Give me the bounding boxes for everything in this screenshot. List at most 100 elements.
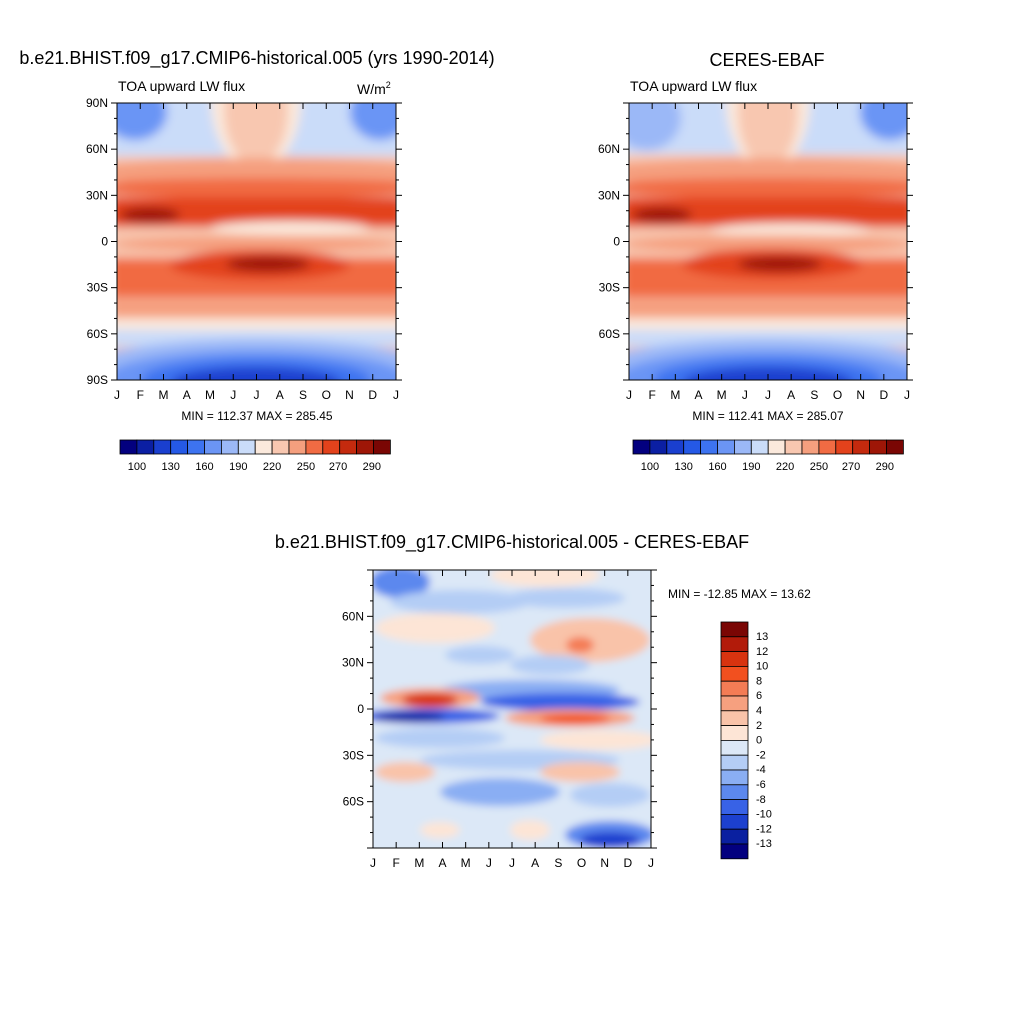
colorbar-label: 130 <box>162 461 180 473</box>
x-tick-label: M <box>717 388 727 402</box>
colorbar-box <box>720 740 749 756</box>
colorbar-box <box>683 439 702 455</box>
colorbar-box <box>220 439 239 455</box>
x-tick-label: J <box>904 388 910 402</box>
colorbar-box <box>322 439 341 455</box>
obs-stats-label: MIN = 112.41 MAX = 285.07 <box>692 409 844 423</box>
x-tick-label: J <box>393 388 399 402</box>
colorbar-label: 220 <box>776 461 794 473</box>
colorbar-box <box>700 439 718 455</box>
colorbar-box <box>720 636 749 652</box>
y-tick-label: 60S <box>343 795 364 809</box>
colorbar-box <box>784 439 803 455</box>
y-tick-label: 30S <box>599 281 620 295</box>
obs-panel-variable-label: TOA upward LW flux <box>630 78 757 94</box>
difference-colorbar: 13 12 10 8 6 4 2 0 -2 -4 -6 -8 -10 -12 -13 <box>720 621 772 860</box>
colorbar-box <box>852 439 871 455</box>
obs-panel-title: CERES-EBAF <box>709 50 824 70</box>
colorbar-box <box>750 439 769 455</box>
colorbar-label: 270 <box>842 461 860 473</box>
x-tick-label: S <box>299 388 307 402</box>
colorbar-label: -12 <box>756 823 772 835</box>
y-tick-label: 0 <box>101 235 108 249</box>
colorbar-box <box>153 439 172 455</box>
x-tick-label: M <box>159 388 169 402</box>
x-tick-label: A <box>531 856 539 870</box>
units-base: W/m <box>357 81 386 97</box>
x-tick-label: F <box>137 388 144 402</box>
x-tick-label: A <box>694 388 702 402</box>
colorbar-label: 250 <box>810 461 828 473</box>
colorbar-box <box>869 439 887 455</box>
x-tick-label: A <box>276 388 284 402</box>
colorbar-label: 13 <box>756 631 768 643</box>
y-tick-label: 60N <box>598 142 620 156</box>
x-tick-label: J <box>626 388 632 402</box>
colorbar-box <box>720 680 749 697</box>
colorbar-box <box>666 439 685 455</box>
x-tick-label: F <box>648 388 655 402</box>
x-tick-label: J <box>765 388 771 402</box>
x-tick-label: S <box>554 856 562 870</box>
colorbar-label: 2 <box>756 720 762 732</box>
colorbar-box <box>720 651 749 667</box>
y-tick-label: 60N <box>86 142 108 156</box>
colorbar-label: 270 <box>329 461 347 473</box>
colorbar-box <box>720 754 749 771</box>
x-tick-label: N <box>856 388 865 402</box>
colorbar-label: -13 <box>756 838 772 850</box>
colorbar-label: 290 <box>876 461 894 473</box>
x-tick-label: N <box>600 856 609 870</box>
colorbar-box <box>734 439 752 455</box>
colorbar-box <box>187 439 205 455</box>
colorbar-box <box>720 784 749 800</box>
x-tick-label: J <box>370 856 376 870</box>
y-tick-label: 30N <box>342 656 364 670</box>
colorbar-label: 130 <box>675 461 693 473</box>
x-tick-label: J <box>230 388 236 402</box>
colorbar-label: 100 <box>641 461 659 473</box>
colorbar-label: 160 <box>195 461 213 473</box>
model-panel-variable-label: TOA upward LW flux <box>118 78 245 94</box>
units-superscript: 2 <box>386 80 391 90</box>
colorbar-box <box>170 439 188 455</box>
y-tick-label: 90N <box>86 96 108 110</box>
x-tick-label: M <box>461 856 471 870</box>
colorbar-label: 0 <box>756 735 762 747</box>
colorbar-box <box>720 769 749 786</box>
y-tick-label: 60S <box>87 327 108 341</box>
difference-panel: b.e21.BHIST.f09_g17.CMIP6-historical.005… <box>275 532 811 870</box>
colorbar-box <box>649 439 668 455</box>
y-tick-label: 30S <box>87 281 108 295</box>
model-stats-label: MIN = 112.37 MAX = 285.45 <box>181 409 333 423</box>
difference-panel-title: b.e21.BHIST.f09_g17.CMIP6-historical.005… <box>275 532 749 553</box>
colorbar-box <box>136 439 155 455</box>
colorbar-box <box>373 439 391 455</box>
x-tick-label: F <box>392 856 399 870</box>
colorbar-box <box>119 439 138 455</box>
colorbar-label: -8 <box>756 794 766 806</box>
difference-contour-field <box>373 570 651 848</box>
x-tick-label: J <box>114 388 120 402</box>
y-tick-label: 30N <box>86 188 108 202</box>
colorbar-label: 190 <box>229 461 247 473</box>
y-tick-label: 60S <box>599 327 620 341</box>
colorbar-box <box>886 439 904 455</box>
colorbar-label: 250 <box>297 461 315 473</box>
colorbar-label: 290 <box>363 461 381 473</box>
model-panel-units-label: W/m2 <box>357 80 391 97</box>
model-contour-field <box>117 103 396 380</box>
x-tick-label: D <box>368 388 377 402</box>
x-tick-label: M <box>414 856 424 870</box>
colorbar-box <box>271 439 290 455</box>
colorbar-box <box>835 439 854 455</box>
model-colorbar: 100 130 160 190 220 250 270 290 <box>119 439 391 473</box>
x-tick-label: M <box>670 388 680 402</box>
x-tick-label: J <box>486 856 492 870</box>
colorbar-label: 160 <box>708 461 726 473</box>
colorbar-label: -6 <box>756 779 766 791</box>
colorbar-label: 8 <box>756 675 762 687</box>
